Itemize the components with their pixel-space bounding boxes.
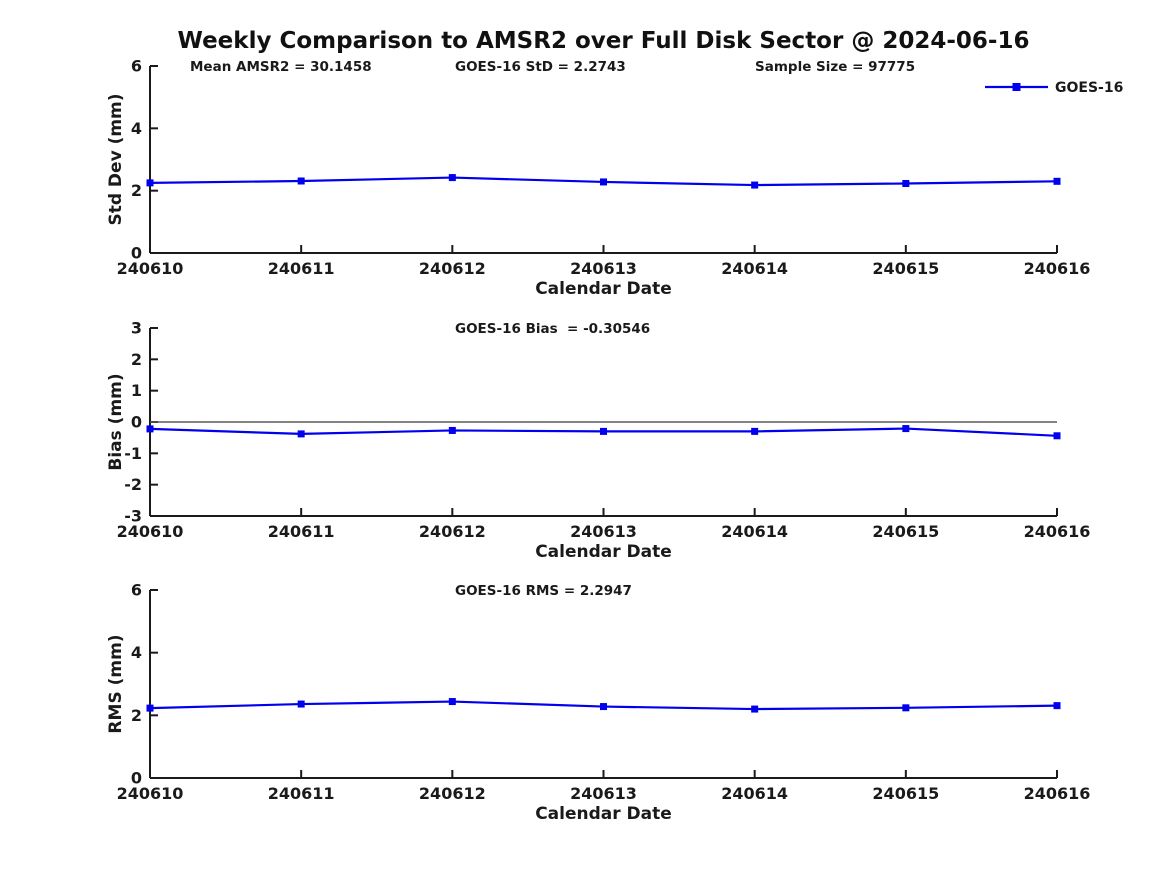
y-tick-label: 2: [131, 350, 142, 369]
x-tick-label: 240612: [419, 259, 486, 278]
x-axis-title: Calendar Date: [535, 279, 672, 299]
y-tick-label: 4: [131, 643, 142, 662]
x-tick-label: 240614: [721, 259, 788, 278]
data-point-marker: [1053, 432, 1061, 440]
y-tick-label: 4: [131, 119, 142, 138]
x-tick-label: 240613: [570, 784, 637, 803]
y-axis-title: RMS (mm): [106, 634, 126, 733]
data-point-marker: [297, 700, 305, 708]
data-point-marker: [146, 704, 154, 712]
legend: GOES-16: [985, 80, 1123, 96]
std-dev-chart: 0 2 4 6 240610 240611 240612 240613 240614 240615…: [106, 57, 1123, 300]
x-tick-label: 240615: [872, 259, 939, 278]
data-point-marker: [146, 179, 154, 187]
data-point-marker: [600, 427, 607, 435]
data-point-marker: [1053, 702, 1061, 710]
x-tick-label: 240612: [419, 784, 486, 803]
x-tick-label: 240616: [1024, 259, 1091, 278]
y-tick-label: 6: [131, 581, 142, 600]
y-tick-label: -1: [124, 444, 142, 463]
y-tick-label: 3: [131, 319, 142, 338]
data-point-marker: [600, 178, 607, 186]
data-point-marker: [902, 425, 910, 433]
legend-marker: [1012, 83, 1021, 91]
x-tick-label: 240613: [570, 522, 637, 541]
y-tick-label: 2: [131, 706, 142, 725]
bias-chart: -3 -2 -1 0 1 2 3 240610 240611 240612 240613 240614…: [106, 319, 1090, 563]
x-tick-label: 240614: [721, 784, 788, 803]
x-tick-label: 240616: [1024, 522, 1091, 541]
data-point-marker: [146, 425, 154, 433]
x-axis-title: Calendar Date: [535, 542, 672, 562]
x-tick-label: 240611: [268, 522, 335, 541]
y-tick-label: -3: [124, 507, 142, 526]
x-tick-label: 240610: [117, 522, 184, 541]
x-tick-label: 240614: [721, 522, 788, 541]
annotation-text: GOES-16 Bias = -0.30546: [455, 321, 650, 337]
data-point-marker: [600, 703, 607, 711]
annotation-text: Mean AMSR2 = 30.1458: [190, 59, 372, 75]
data-point-marker: [902, 179, 910, 187]
annotation-text: Sample Size = 97775: [755, 59, 915, 75]
data-point-marker: [751, 181, 759, 189]
x-tick-label: 240610: [117, 784, 184, 803]
data-point-marker: [751, 427, 759, 435]
y-tick-label: 0: [131, 413, 142, 432]
y-tick-label: 1: [131, 381, 142, 400]
data-point-marker: [902, 704, 910, 712]
y-tick-label: 0: [131, 244, 142, 263]
legend-label: GOES-16: [1055, 80, 1123, 96]
y-axis-title: Bias (mm): [106, 373, 126, 470]
figure-title: Weekly Comparison to AMSR2 over Full Dis…: [177, 28, 1030, 54]
x-tick-label: 240615: [872, 522, 939, 541]
x-tick-label: 240615: [872, 784, 939, 803]
x-tick-label: 240611: [268, 784, 335, 803]
y-tick-label: 0: [131, 769, 142, 788]
data-point-marker: [448, 174, 456, 182]
annotation-text: GOES-16 StD = 2.2743: [455, 59, 626, 75]
y-tick-label: 2: [131, 181, 142, 200]
data-point-marker: [297, 177, 305, 185]
data-point-marker: [1053, 177, 1061, 185]
data-point-marker: [297, 430, 305, 438]
y-tick-label: 6: [131, 57, 142, 76]
x-tick-label: 240612: [419, 522, 486, 541]
annotation-text: GOES-16 RMS = 2.2947: [455, 583, 632, 599]
y-axis-title: Std Dev (mm): [106, 93, 126, 225]
x-tick-label: 240616: [1024, 784, 1091, 803]
x-tick-label: 240613: [570, 259, 637, 278]
rms-chart: 0 2 4 6 240610 240611 240612 240613 240614 240615…: [106, 581, 1090, 825]
y-tick-label: -2: [124, 475, 142, 494]
data-point-marker: [448, 426, 456, 434]
x-tick-label: 240611: [268, 259, 335, 278]
x-axis-title: Calendar Date: [535, 804, 672, 824]
x-tick-label: 240610: [117, 259, 184, 278]
data-point-marker: [751, 705, 759, 713]
data-point-marker: [448, 698, 456, 706]
